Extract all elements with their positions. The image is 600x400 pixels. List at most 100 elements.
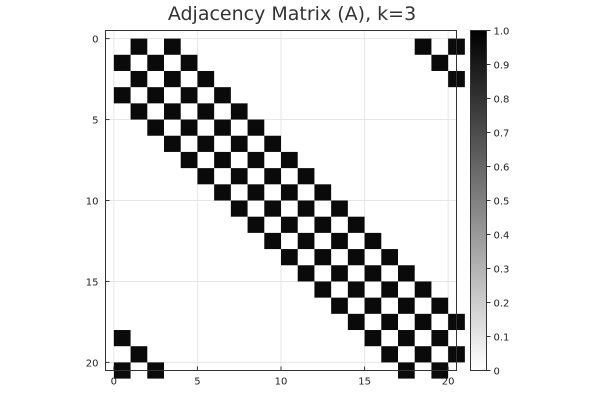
matrix-cell bbox=[164, 103, 181, 120]
matrix-cell bbox=[314, 249, 332, 266]
matrix-cell bbox=[314, 216, 332, 233]
matrix-cell bbox=[264, 232, 281, 250]
matrix-cell bbox=[247, 151, 265, 169]
matrix-cells bbox=[113, 38, 465, 379]
matrix-cell bbox=[398, 297, 415, 314]
colorbar-tick-label: 0.9 bbox=[494, 61, 510, 72]
matrix-cell bbox=[297, 265, 315, 282]
y-axis-ticks: 0 5 10 15 20 bbox=[86, 35, 110, 369]
matrix-cell bbox=[130, 38, 148, 55]
matrix-cell bbox=[281, 249, 298, 266]
matrix-cell bbox=[197, 103, 215, 120]
matrix-cell bbox=[347, 313, 365, 331]
matrix-cell bbox=[364, 265, 382, 282]
matrix-cell bbox=[364, 297, 382, 314]
matrix-cell bbox=[297, 200, 315, 217]
matrix-cell bbox=[364, 232, 382, 250]
matrix-cell bbox=[314, 184, 332, 201]
matrix-cell bbox=[264, 135, 281, 152]
x-tick-label: 15 bbox=[358, 377, 371, 388]
matrix-cell bbox=[247, 184, 265, 201]
matrix-cell bbox=[398, 265, 415, 282]
matrix-cell bbox=[214, 119, 231, 136]
matrix-cell bbox=[331, 232, 348, 250]
matrix-cell bbox=[130, 70, 148, 88]
matrix-cell bbox=[297, 232, 315, 250]
matrix-cell bbox=[147, 119, 164, 136]
x-tick-label: 5 bbox=[194, 377, 200, 388]
matrix-cell bbox=[331, 265, 348, 282]
x-tick-label: 20 bbox=[442, 377, 455, 388]
colorbar-tick-label: 0.5 bbox=[494, 197, 510, 208]
matrix-cell bbox=[331, 297, 348, 314]
matrix-cell bbox=[164, 70, 181, 88]
colorbar-tick-label: 0.6 bbox=[494, 163, 510, 174]
colorbar-ticks: 0 0.1 0.2 0.3 0.4 0.5 0.6 0.7 0.8 0.9 1.0 bbox=[486, 27, 510, 378]
matrix-cell bbox=[381, 281, 398, 298]
matrix-cell bbox=[164, 135, 181, 152]
matrix-cell bbox=[414, 38, 432, 55]
colorbar-gradient bbox=[470, 30, 486, 370]
matrix-cell bbox=[398, 330, 415, 347]
matrix-cell bbox=[113, 87, 131, 104]
colorbar-tick-label: 0.1 bbox=[494, 333, 510, 344]
matrix-cell bbox=[381, 313, 398, 331]
y-tick-label: 0 bbox=[92, 35, 98, 46]
y-tick-label: 15 bbox=[86, 277, 99, 288]
colorbar-tick-label: 0.4 bbox=[494, 231, 510, 242]
matrix-cell bbox=[180, 151, 198, 169]
matrix-cell bbox=[264, 168, 281, 185]
matrix-cell bbox=[230, 135, 248, 152]
y-tick-label: 5 bbox=[92, 116, 98, 127]
matrix-cell bbox=[414, 313, 432, 331]
matrix-cell bbox=[381, 249, 398, 266]
colorbar-tick-label: 0.7 bbox=[494, 129, 510, 140]
x-tick-label: 0 bbox=[111, 377, 117, 388]
matrix-cell bbox=[431, 54, 449, 71]
colorbar-tick-label: 0 bbox=[494, 367, 500, 378]
matrix-cell bbox=[314, 281, 332, 298]
matrix-cell bbox=[197, 70, 215, 88]
matrix-cell bbox=[431, 297, 449, 314]
matrix-cell bbox=[431, 330, 449, 347]
chart-title: Adjacency Matrix (A), k=3 bbox=[168, 3, 416, 25]
matrix-cell bbox=[147, 54, 164, 71]
x-tick-label: 10 bbox=[275, 377, 288, 388]
matrix-cell bbox=[180, 87, 198, 104]
colorbar-tick-label: 0.8 bbox=[494, 95, 510, 106]
matrix-cell bbox=[164, 38, 181, 55]
matrix-cell bbox=[347, 249, 365, 266]
matrix-cell bbox=[180, 54, 198, 71]
matrix-cell bbox=[264, 200, 281, 217]
matrix-cell bbox=[331, 200, 348, 217]
matrix-cell bbox=[197, 168, 215, 185]
matrix-cell bbox=[130, 346, 148, 363]
matrix-cell bbox=[381, 346, 398, 363]
matrix-cell bbox=[364, 330, 382, 347]
colorbar: 0 0.1 0.2 0.3 0.4 0.5 0.6 0.7 0.8 0.9 1.0 bbox=[470, 27, 509, 378]
matrix-cell bbox=[230, 200, 248, 217]
matrix-cell bbox=[147, 87, 164, 104]
matrix-cell bbox=[297, 168, 315, 185]
matrix-cell bbox=[113, 54, 131, 71]
matrix-cell bbox=[214, 151, 231, 169]
matrix-cell bbox=[281, 184, 298, 201]
matrix-cell bbox=[281, 216, 298, 233]
matrix-cell bbox=[247, 119, 265, 136]
colorbar-tick-label: 0.3 bbox=[494, 265, 510, 276]
matrix-cell bbox=[214, 184, 231, 201]
x-axis-ticks: 0 5 10 15 20 bbox=[111, 366, 455, 388]
matrix-cell bbox=[347, 216, 365, 233]
matrix-cell bbox=[247, 216, 265, 233]
matrix-cell bbox=[230, 168, 248, 185]
y-tick-label: 10 bbox=[86, 197, 99, 208]
colorbar-tick-label: 1.0 bbox=[494, 27, 510, 38]
matrix-cell bbox=[197, 135, 215, 152]
matrix-cell bbox=[130, 103, 148, 120]
matrix-cell bbox=[113, 330, 131, 347]
colorbar-tick-label: 0.2 bbox=[494, 299, 510, 310]
matrix-cell bbox=[347, 281, 365, 298]
matrix-cell bbox=[414, 346, 432, 363]
y-tick-label: 20 bbox=[86, 358, 99, 369]
